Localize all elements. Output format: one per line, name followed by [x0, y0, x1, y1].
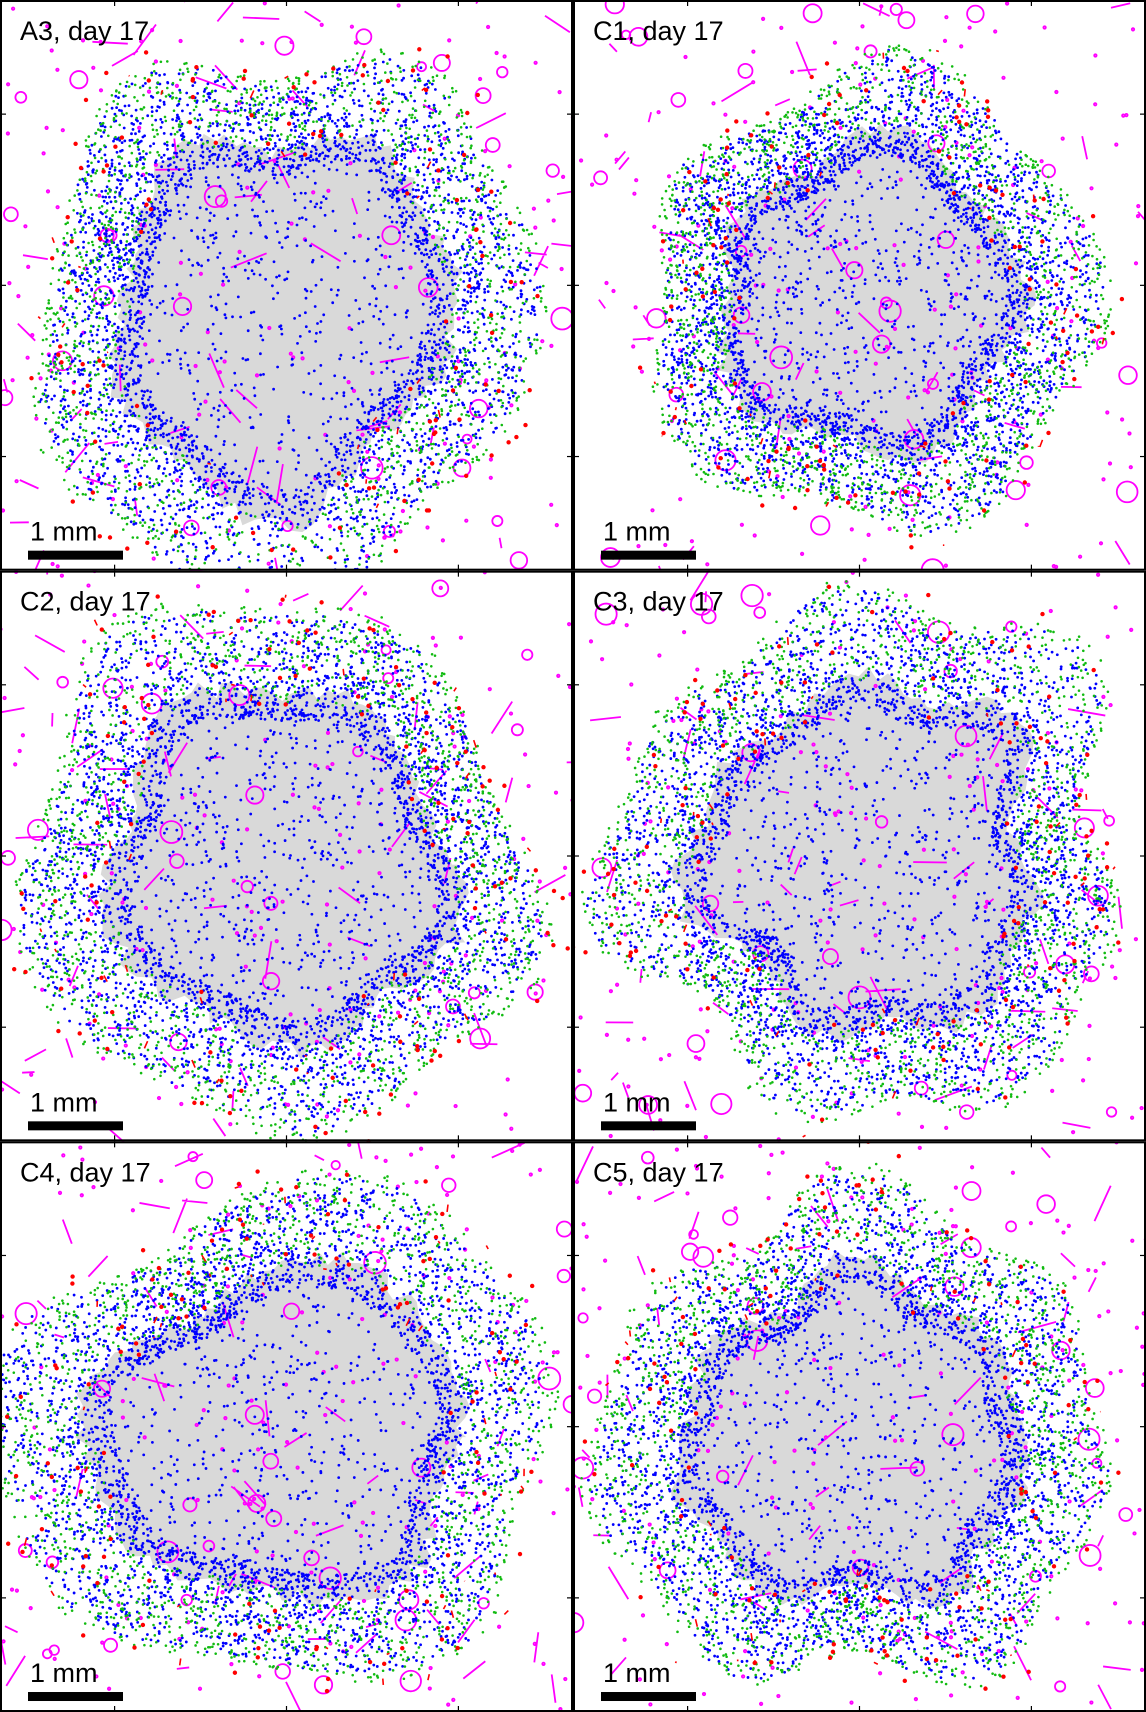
scale-bar	[28, 1692, 123, 1701]
scale-bar	[28, 551, 123, 560]
scale-bar-label: 1 mm	[603, 517, 671, 547]
panel-content	[0, 0, 589, 646]
panel-label: C4, day 17	[20, 1157, 151, 1187]
panel-label: A3, day 17	[20, 16, 149, 46]
scale-bar-label: 1 mm	[30, 1658, 98, 1688]
scale-bar	[28, 1121, 123, 1130]
panel-content	[564, 1140, 1146, 1712]
panel: C1, day 17 1 mm	[573, 0, 1146, 582]
panel: C5, day 17 1 mm	[564, 1140, 1146, 1712]
scale-bar-label: 1 mm	[603, 1658, 671, 1688]
panel-content	[0, 543, 591, 1147]
panel-label: C5, day 17	[593, 1157, 724, 1187]
panel-content	[568, 568, 1146, 1142]
panel-label: C2, day 17	[20, 587, 151, 617]
scale-bar	[601, 1121, 696, 1130]
panel: A3, day 17 1 mm	[0, 0, 589, 646]
scale-bar	[601, 1692, 696, 1701]
panel-label: C3, day 17	[593, 587, 724, 617]
scale-bar-label: 1 mm	[30, 517, 98, 547]
scale-bar-label: 1 mm	[30, 1087, 98, 1117]
panel: C3, day 17 1 mm	[568, 568, 1146, 1142]
panel-label: C1, day 17	[593, 16, 724, 46]
scale-bar	[601, 551, 696, 560]
panel-content	[573, 0, 1146, 582]
panel: C4, day 17 1 mm	[0, 1121, 580, 1712]
panel: C2, day 17 1 mm	[0, 543, 591, 1147]
scale-bar-label: 1 mm	[603, 1087, 671, 1117]
panel-content	[0, 1121, 580, 1712]
